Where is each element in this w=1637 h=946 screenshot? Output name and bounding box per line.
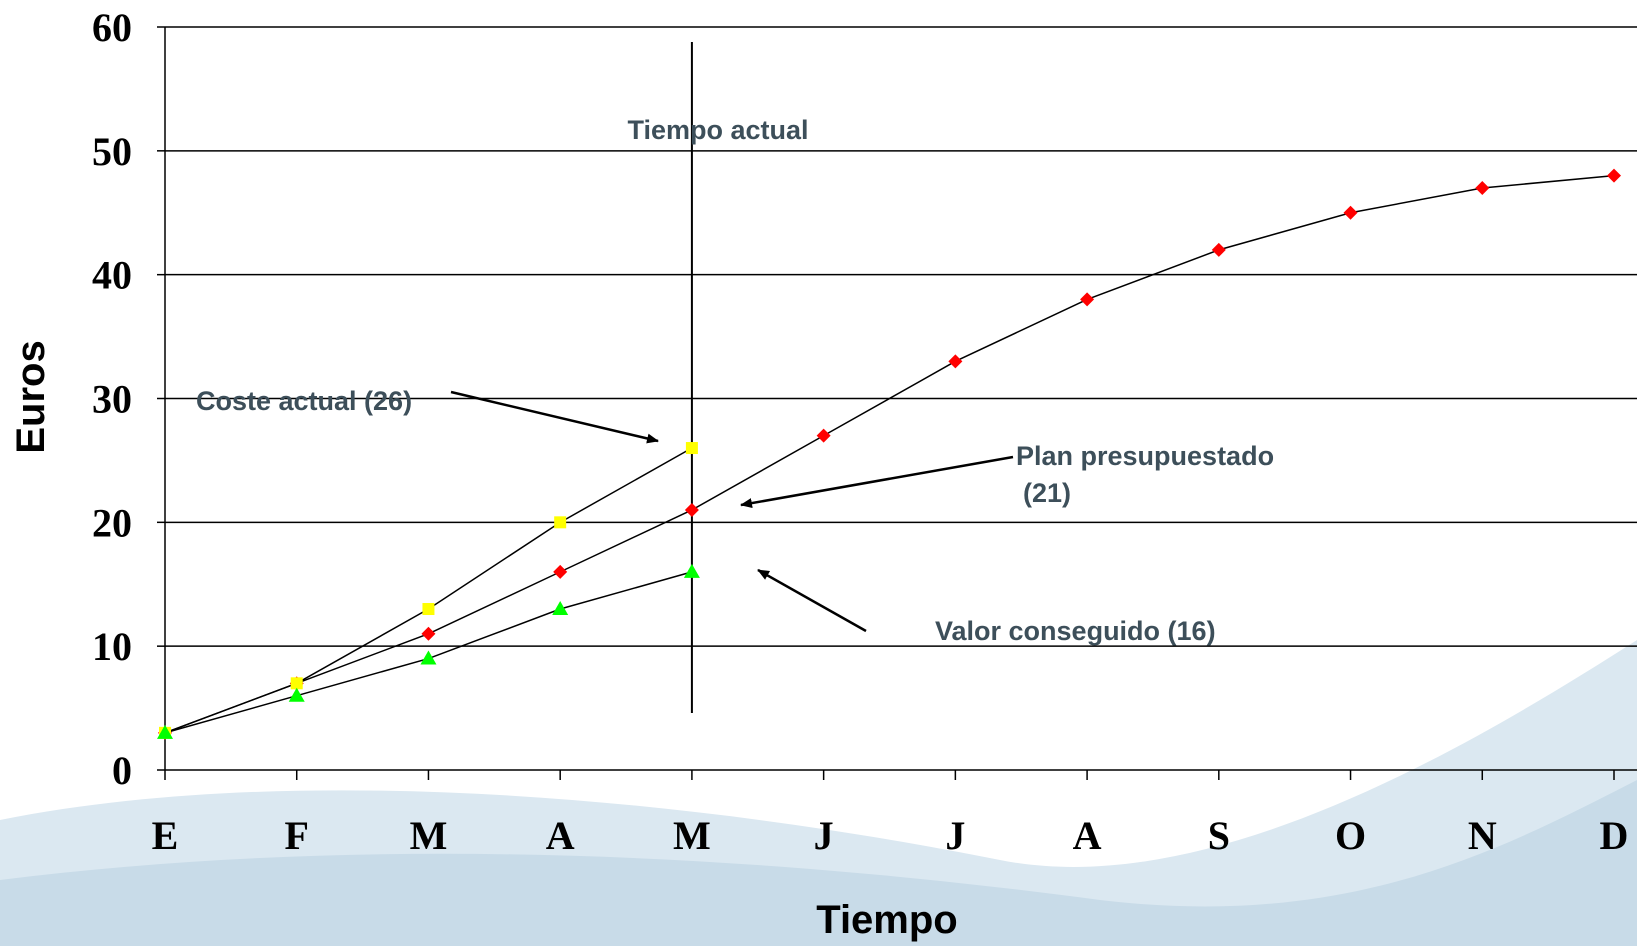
annotation: Tiempo actual (627, 115, 808, 145)
y-tick-label: 40 (92, 253, 132, 298)
x-tick-label: M (673, 813, 711, 858)
annotation-arrow (741, 457, 1013, 505)
x-axis-title: Tiempo (816, 898, 958, 942)
data-point (422, 603, 434, 615)
annotation: (21) (1023, 478, 1071, 508)
x-tick-label: F (285, 813, 309, 858)
data-point (420, 651, 436, 665)
series-line (165, 176, 1614, 733)
data-point (1080, 292, 1094, 306)
x-tick-label: M (410, 813, 448, 858)
data-point (1344, 206, 1358, 220)
annotation: Coste actual (26) (196, 386, 412, 416)
x-tick-label: J (945, 813, 965, 858)
y-tick-label: 30 (92, 377, 132, 422)
page: Tiempo Euros 0 10 20 30 40 50 60 E F M A M J J A S O N D Ti… (0, 0, 1637, 946)
chart: Tiempo Euros 0 10 20 30 40 50 60 E F M A M J J A S O N D Ti… (0, 0, 1637, 946)
data-point (553, 565, 567, 579)
data-point (684, 564, 700, 578)
y-tick-label: 10 (92, 624, 132, 669)
x-tick-label: O (1335, 813, 1366, 858)
x-tick-label: E (152, 813, 179, 858)
annotation: Plan presupuestado (1016, 441, 1274, 471)
annotation: Valor conseguido (16) (935, 616, 1216, 646)
y-tick-label: 60 (92, 5, 132, 50)
x-tick-label: A (546, 813, 575, 858)
data-point (554, 516, 566, 528)
y-tick-label: 20 (92, 500, 132, 545)
data-point (948, 354, 962, 368)
data-point (817, 429, 831, 443)
x-tick-label: A (1073, 813, 1102, 858)
y-tick-label: 0 (112, 748, 132, 793)
data-point (1475, 181, 1489, 195)
y-tick-label: 50 (92, 129, 132, 174)
data-point (1212, 243, 1226, 257)
x-tick-label: D (1600, 813, 1629, 858)
data-point (421, 627, 435, 641)
x-tick-label: J (814, 813, 834, 858)
data-point (685, 503, 699, 517)
x-tick-label: N (1468, 813, 1497, 858)
series-line (165, 448, 692, 733)
annotation-arrow (451, 392, 658, 441)
y-axis-title: Euros (9, 340, 53, 453)
data-point (291, 677, 303, 689)
annotation-arrow (758, 570, 866, 631)
x-tick-label: S (1208, 813, 1230, 858)
data-point (686, 442, 698, 454)
data-point (1607, 169, 1621, 183)
